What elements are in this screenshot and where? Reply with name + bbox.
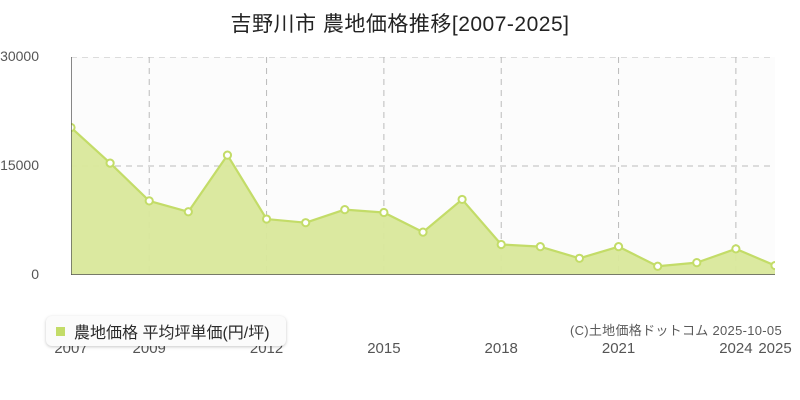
series-area-fill [71, 127, 775, 275]
legend-color-swatch [56, 326, 65, 336]
x-axis-tick-label: 2021 [601, 340, 636, 357]
credit-text: (C)土地価格ドットコム 2025-10-05 [569, 323, 782, 338]
chart-legend[interactable]: 農地価格 平均坪単価(円/坪) [46, 316, 286, 346]
page-title: 吉野川市 農地価格推移[2007-2025] [0, 8, 800, 38]
legend-label: 農地価格 平均坪単価(円/坪) [74, 325, 270, 342]
y-axis-tick-label: 15000 [0, 157, 39, 173]
x-axis-tick-label: 2018 [484, 340, 518, 357]
series-markers [71, 122, 775, 271]
plot-area: 0 15000 30000 2007 2009 2012 2015 2018 2021 2024… [0, 48, 792, 357]
y-axis-tick-label: 0 [31, 266, 39, 282]
x-axis-tick-label: 2024 [719, 340, 753, 357]
x-axis-tick-label: 2025 [758, 340, 792, 357]
x-axis-tick-label: 2015 [367, 340, 401, 357]
y-axis-tick-label: 30000 [0, 48, 39, 64]
chart-title-text: 吉野川市 農地価格推移[2007-2025] [230, 13, 570, 36]
chart-plot-svg [71, 57, 775, 275]
